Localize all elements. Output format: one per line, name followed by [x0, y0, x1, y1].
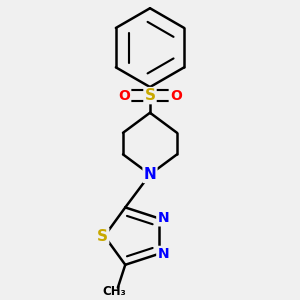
- Text: S: S: [97, 229, 108, 244]
- Text: CH₃: CH₃: [103, 284, 126, 298]
- Text: N: N: [157, 212, 169, 225]
- Text: S: S: [145, 88, 155, 103]
- Text: N: N: [157, 247, 169, 261]
- Text: N: N: [144, 167, 156, 182]
- Text: O: O: [118, 88, 130, 103]
- Text: O: O: [170, 88, 182, 103]
